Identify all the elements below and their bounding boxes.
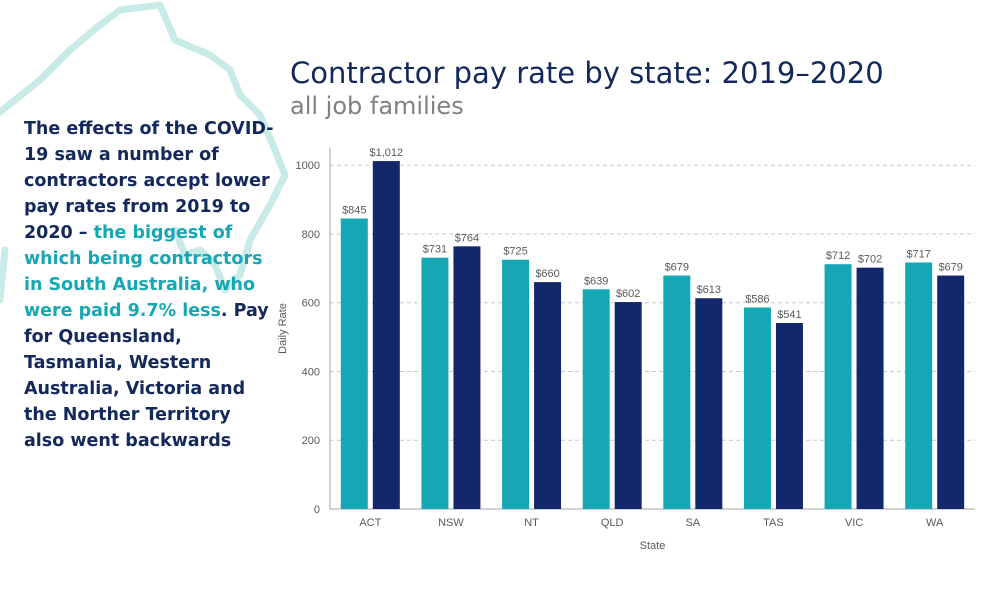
bar-nt-series-2 (534, 282, 562, 509)
chart-title: Contractor pay rate by state: 2019–2020 (290, 56, 884, 90)
y-tick-label: 200 (302, 435, 320, 447)
y-tick-label: 800 (302, 229, 320, 241)
bar-nsw-series-1 (421, 257, 449, 509)
x-tick-label: QLD (601, 517, 624, 529)
data-label: $1,012 (369, 147, 403, 159)
data-label: $541 (777, 309, 801, 321)
bar-sa-series-1 (663, 275, 691, 509)
bar-vic-series-2 (856, 267, 884, 509)
x-tick-label: TAS (763, 517, 784, 529)
data-label: $731 (423, 244, 447, 256)
bar-qld-series-2 (614, 302, 642, 509)
bar-tas-series-1 (743, 307, 771, 509)
bar-wa-series-2 (937, 275, 965, 509)
australia-map-outline (0, 1, 289, 304)
data-label: $639 (584, 275, 608, 287)
y-tick-label: 0 (314, 504, 320, 516)
commentary-part-2: . Pay for Queensland, Tasmania, Western … (24, 301, 269, 451)
y-tick-label: 400 (302, 366, 320, 378)
data-label: $712 (826, 250, 850, 262)
data-label: $702 (858, 254, 882, 266)
bar-tas-series-2 (775, 322, 803, 509)
data-label: $764 (455, 232, 479, 244)
bar-act-series-1 (340, 218, 368, 509)
x-tick-label: ACT (359, 517, 381, 529)
x-tick-label: NT (524, 517, 539, 529)
x-axis-title: State (640, 540, 666, 552)
bar-qld-series-1 (582, 289, 610, 509)
bar-chart: 0 200 400 600 800 1000 $845 $1,012 ACT $731 $764 NS… (277, 147, 975, 552)
commentary-text: The effects of the COVID-19 saw a number… (24, 116, 274, 454)
commentary-highlight: the biggest of which being contractors i… (24, 223, 263, 321)
x-tick-label: SA (685, 517, 700, 529)
chart-subtitle: all job families (290, 92, 464, 120)
bar-sa-series-2 (695, 298, 723, 509)
data-label: $586 (745, 294, 769, 306)
bar-act-series-2 (372, 161, 400, 509)
bar-nt-series-1 (502, 259, 530, 509)
bar-nsw-series-2 (453, 246, 481, 509)
x-tick-label: WA (926, 517, 944, 529)
data-label: $660 (535, 268, 559, 280)
data-label: $717 (906, 248, 930, 260)
data-label: $679 (665, 262, 689, 274)
x-tick-label: NSW (438, 517, 464, 529)
data-label: $845 (342, 204, 366, 216)
y-tick-label: 600 (302, 298, 320, 310)
data-label: $602 (616, 288, 640, 300)
bar-wa-series-1 (905, 262, 933, 509)
x-tick-label: VIC (845, 517, 863, 529)
data-label: $679 (938, 262, 962, 274)
bar-vic-series-1 (824, 264, 852, 509)
data-label: $613 (697, 284, 721, 296)
y-axis-title: Daily Rate (277, 303, 289, 354)
y-tick-label: 1000 (296, 160, 320, 172)
data-label: $725 (503, 246, 527, 258)
commentary-part-1: The effects of the COVID-19 saw a number… (24, 119, 274, 243)
